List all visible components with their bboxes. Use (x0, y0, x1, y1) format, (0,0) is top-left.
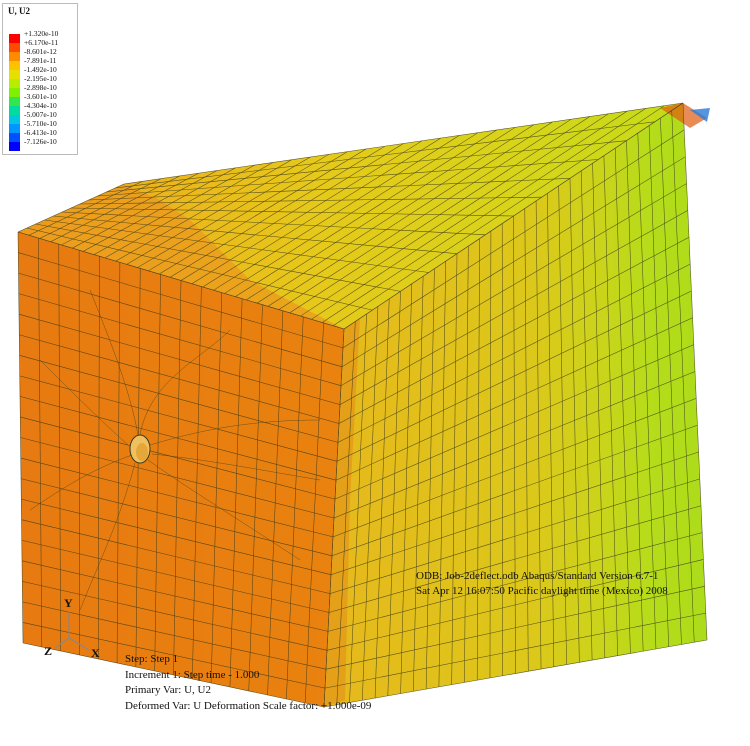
legend-title: U, U2 (8, 6, 30, 16)
axis-z-label: Z (44, 644, 53, 658)
legend-swatch (9, 43, 20, 52)
legend-swatch (9, 97, 20, 106)
legend-label: -6.413e-10 (24, 128, 57, 137)
step-line: Step: Step 1 (125, 653, 179, 665)
legend-label: +1.320e-10 (24, 29, 59, 38)
legend-label: +6.170e-11 (24, 38, 59, 47)
legend: U, U2 +1.320e-10 +6.170e-11 -8.601e-12 -7.8… (2, 3, 78, 155)
odb-file-line: ODB: Job-2deflect.odb Abaqus/Standard Ve… (416, 570, 659, 582)
legend-label: -2.195e-10 (24, 74, 57, 83)
legend-label: -2.898e-10 (24, 83, 57, 92)
legend-swatch (9, 124, 20, 133)
axis-y-label: Y (64, 596, 73, 610)
axis-x-label: X (91, 646, 100, 660)
legend-swatch (9, 79, 20, 88)
legend-label: -5.007e-10 (24, 110, 57, 119)
primary-var-line: Primary Var: U, U2 (125, 684, 211, 696)
legend-swatch (9, 133, 20, 142)
legend-label: -5.710e-10 (24, 119, 57, 128)
legend-swatch (9, 106, 20, 115)
odb-date-line: Sat Apr 12 16:07:50 Pacific daylight tim… (416, 585, 668, 597)
legend-label: -7.891e-11 (24, 56, 57, 65)
legend-swatch (9, 115, 20, 124)
front-face-radial-mesh (29, 289, 321, 611)
odb-info: ODB: Job-2deflect.odb Abaqus/Standard Ve… (416, 569, 668, 599)
increment-line: Increment 1: Step time - 1.000 (125, 668, 260, 681)
right-side-face (324, 103, 707, 707)
legend-label: -8.601e-12 (24, 47, 57, 56)
legend-swatch (9, 34, 20, 43)
legend-swatch (9, 70, 20, 79)
legend-swatch (9, 142, 20, 151)
legend-label: -3.601e-10 (24, 92, 57, 101)
legend-label: -4.304e-10 (24, 101, 57, 110)
mesh-lines (17, 102, 708, 708)
legend-label: -7.126e-10 (24, 137, 57, 146)
legend-label: -1.492e-10 (24, 65, 57, 74)
front-face (18, 232, 344, 707)
deformed-var-line: Deformed Var: U Deformation Scale factor… (125, 699, 372, 712)
axis-triad (54, 612, 90, 651)
legend-swatch (9, 52, 20, 61)
legend-swatch (9, 88, 20, 97)
far-corner-blue (690, 108, 710, 122)
front-face-hole-inner (136, 443, 148, 461)
legend-swatch (9, 61, 20, 70)
step-info: Step: Step 1 Increment 1: Step time - 1.… (125, 652, 371, 714)
